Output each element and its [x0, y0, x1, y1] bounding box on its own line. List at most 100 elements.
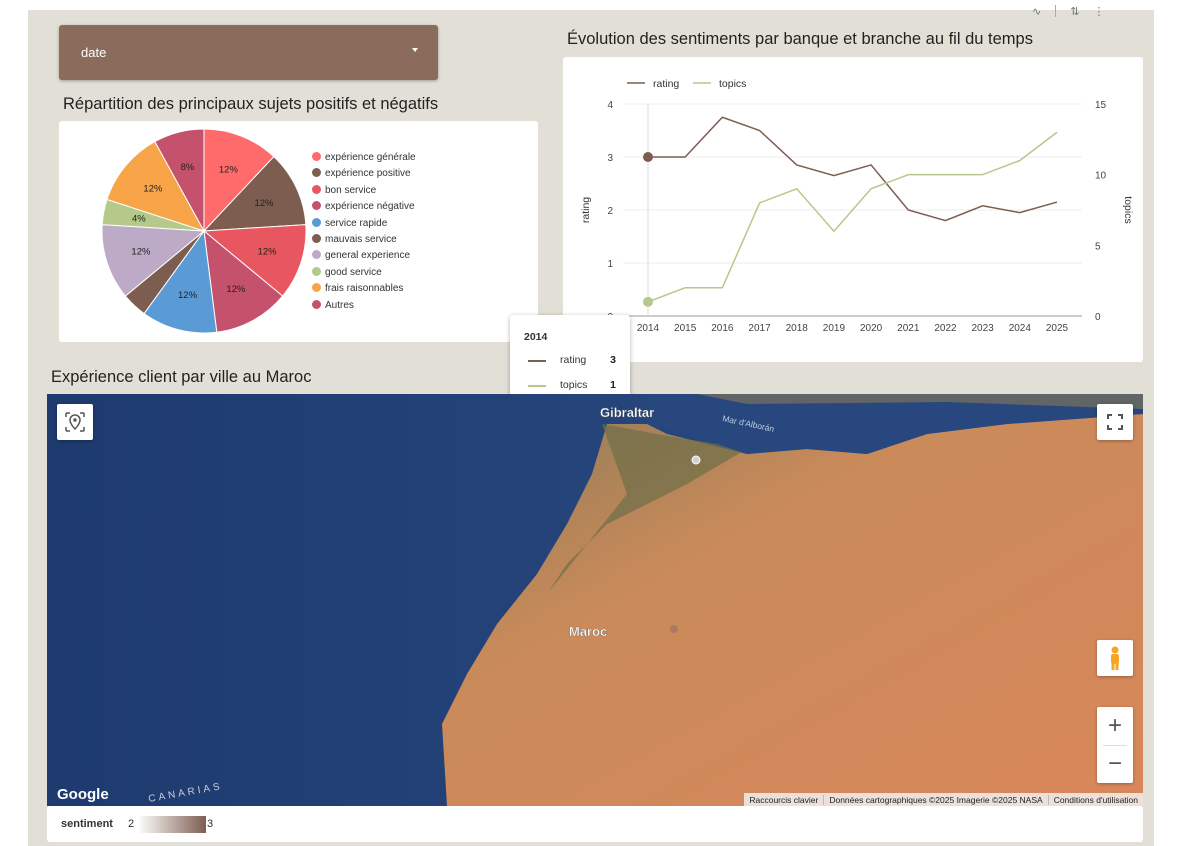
pie-legend-item[interactable]: good service	[312, 266, 382, 278]
location-pin-icon	[65, 412, 85, 432]
pie-chart-card: 12% 12% 12% 12% 12% 12% 4% 12% 8% expérience gén…	[59, 121, 538, 342]
x-tick-label: 2023	[972, 323, 995, 334]
tooltip-rating-swatch	[528, 360, 546, 362]
pie-legend-label: good service	[325, 266, 382, 278]
dropdown-arrow-icon	[412, 48, 418, 52]
line-chart-card: rating topics rating topics 012340510152…	[563, 57, 1143, 362]
keyboard-shortcuts-link[interactable]: Raccourcis clavier	[744, 794, 825, 805]
y-tick-label: 3	[607, 153, 613, 164]
pie-legend-label: frais raisonnables	[325, 283, 404, 295]
satellite-map[interactable]: Gibraltar Mar d'Alborán Maroc CANARIAS G…	[47, 394, 1143, 806]
pie-slice-label: 8%	[181, 162, 195, 173]
y-tick-label: 2	[607, 206, 613, 217]
city-marker[interactable]	[691, 455, 701, 465]
legend-topics-label: topics	[719, 78, 746, 90]
explore-icon[interactable]: ∿	[1032, 5, 1042, 18]
pie-legend-label: bon service	[325, 184, 377, 196]
map-data-credit: Données cartographiques ©2025 Imagerie ©…	[824, 794, 1049, 805]
sentiment-legend-label: sentiment	[61, 818, 113, 830]
hover-point-topics	[643, 296, 653, 307]
fullscreen-icon	[1107, 414, 1123, 430]
x-tick-label: 2016	[711, 323, 734, 334]
hover-point-rating	[643, 152, 653, 162]
legend-dot-icon	[312, 250, 321, 260]
pie-slice[interactable]	[203, 229, 284, 333]
pie-legend-label: service rapide	[325, 217, 388, 229]
pie-slice-label: 12%	[143, 184, 163, 195]
pie-slice[interactable]	[203, 128, 275, 233]
tooltip-topics-label: topics	[560, 379, 588, 391]
pie-legend-item[interactable]: expérience négative	[312, 201, 415, 212]
zoom-in-button[interactable]: +	[1107, 712, 1122, 739]
gibraltar-label: Gibraltar	[600, 405, 654, 420]
pie-legend-item[interactable]: general experience	[312, 250, 410, 261]
y-tick-label: 4	[607, 100, 613, 111]
pie-slice[interactable]	[202, 224, 307, 297]
series-line-rating[interactable]	[648, 116, 1058, 222]
tooltip-title: 2014	[524, 331, 548, 343]
pie-legend-item[interactable]: mauvais service	[312, 234, 397, 245]
pie-legend-label: expérience négative	[325, 201, 415, 213]
recenter-button[interactable]	[57, 404, 93, 440]
pie-legend-item[interactable]: expérience générale	[312, 152, 416, 163]
pie-slice-label: 12%	[219, 164, 239, 175]
tooltip-rating-label: rating	[560, 354, 587, 366]
y2-axis-label: topics	[1122, 196, 1134, 223]
pie-slice[interactable]	[101, 224, 206, 297]
x-tick-label: 2021	[897, 323, 920, 334]
date-filter-dropdown[interactable]: date	[59, 25, 438, 80]
legend-dot-icon	[312, 266, 321, 276]
legend-dot-icon	[312, 184, 321, 194]
tooltip-rating-row: rating 3	[528, 354, 616, 368]
line-chart-title: Évolution des sentiments par banque et b…	[567, 30, 1033, 48]
pie-slice-label: 12%	[131, 246, 151, 257]
pie-legend-label: expérience générale	[325, 152, 416, 163]
legend-dot-icon	[312, 299, 321, 309]
sentiment-legend-min: 2	[128, 818, 135, 830]
line-chart: rating topics rating topics 012340510152…	[580, 78, 1134, 334]
pie-slice[interactable]	[154, 128, 205, 232]
zoom-out-button[interactable]: −	[1107, 750, 1122, 777]
x-tick-label: 2014	[637, 323, 660, 334]
city-marker[interactable]	[670, 625, 678, 633]
pie-legend-label: general experience	[325, 250, 411, 262]
y2-tick-label: 15	[1095, 100, 1107, 111]
x-tick-label: 2015	[674, 323, 697, 334]
tooltip-topics-value: 1	[610, 379, 616, 391]
map-legend-bar: sentiment 2 3	[47, 806, 1143, 842]
pie-legend-item[interactable]: expérience positive	[312, 168, 411, 179]
street-view-pegman[interactable]	[1097, 640, 1133, 676]
legend-dot-icon	[312, 201, 321, 211]
rif-mountains	[547, 424, 747, 594]
chart-toolbar: ∿ ⇅ ⋮	[1032, 0, 1104, 22]
google-logo: Google	[57, 786, 109, 803]
pie-legend-item[interactable]: bon service	[312, 184, 377, 196]
more-options-icon[interactable]: ⋮	[1093, 5, 1105, 18]
pie-slice[interactable]	[143, 229, 218, 334]
pie-slice-label: 12%	[258, 246, 278, 257]
legend-rating-label: rating	[653, 78, 679, 90]
x-tick-label: 2020	[860, 323, 883, 334]
fullscreen-button[interactable]	[1097, 404, 1133, 440]
sentiment-gradient	[138, 816, 206, 833]
pie-legend-item[interactable]: service rapide	[312, 217, 388, 229]
pie-legend-item[interactable]: Autres	[312, 299, 354, 311]
map-imagery: Gibraltar Mar d'Alborán Maroc CANARIAS G…	[47, 394, 1143, 806]
sentiment-legend-max: 3	[207, 818, 214, 830]
toolbar-divider	[1055, 5, 1057, 17]
y-tick-label: 1	[607, 259, 613, 270]
pie-legend-label: expérience positive	[325, 168, 411, 180]
date-filter-label: date	[81, 45, 107, 60]
legend-dot-icon	[312, 217, 321, 227]
series-line-topics[interactable]	[647, 131, 1058, 303]
pie-slice[interactable]	[202, 155, 307, 232]
zoom-divider	[1103, 745, 1127, 746]
pie-legend-item[interactable]: frais raisonnables	[312, 283, 403, 294]
pie-slice-label: 12%	[178, 290, 198, 301]
sort-icon[interactable]: ⇅	[1070, 5, 1080, 18]
x-tick-label: 2017	[748, 323, 771, 334]
terms-of-use-link[interactable]: Conditions d'utilisation	[1053, 794, 1138, 805]
pie-slice[interactable]	[106, 140, 206, 232]
tooltip-rating-value: 3	[610, 354, 616, 366]
x-tick-label: 2019	[823, 323, 846, 334]
